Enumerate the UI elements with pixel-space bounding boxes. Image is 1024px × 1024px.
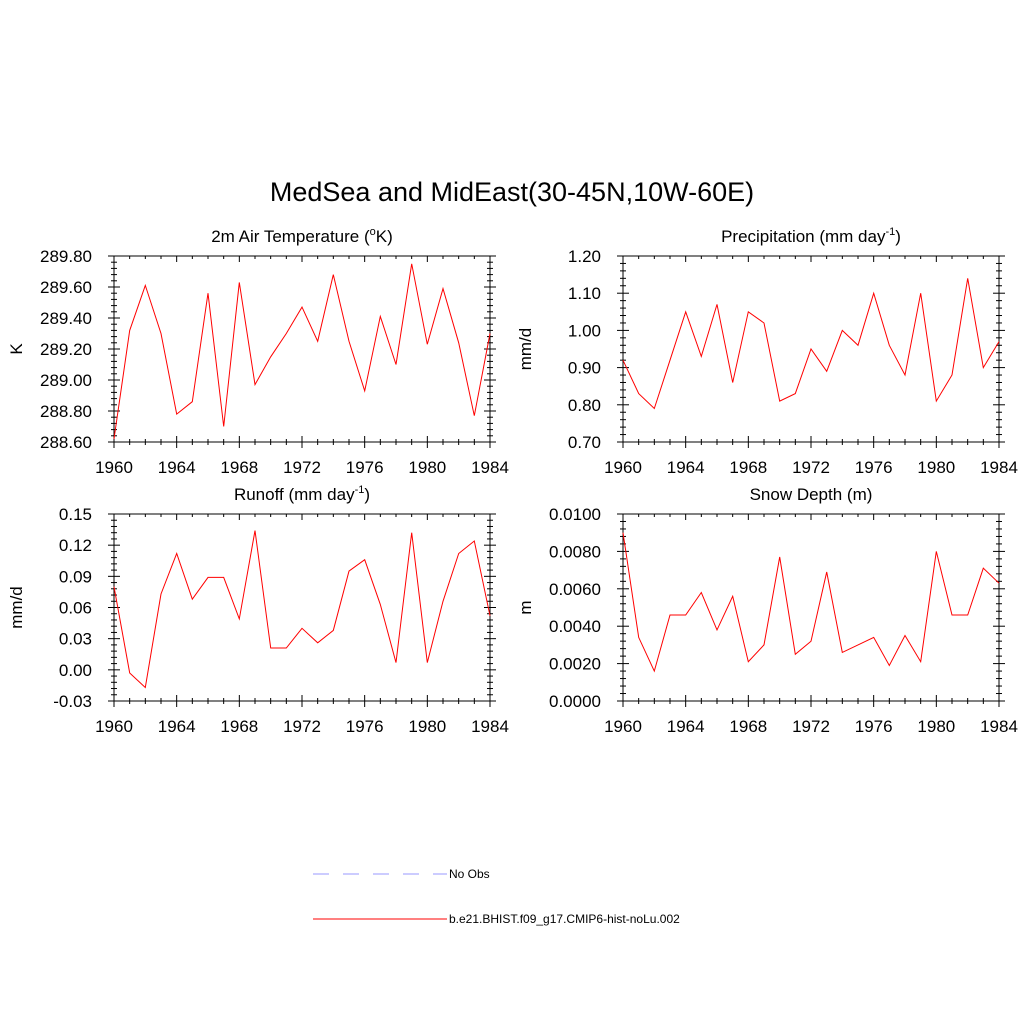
x-tick-label: 1972 [792, 458, 830, 477]
y-tick-label: 0.0060 [549, 580, 601, 599]
y-tick-label: 0.09 [59, 567, 92, 586]
x-tick-label: 1984 [980, 458, 1018, 477]
x-tick-label: 1968 [729, 458, 767, 477]
y-tick-label: 289.00 [40, 371, 92, 390]
x-tick-label: 1976 [855, 458, 893, 477]
plot-frame [113, 255, 491, 443]
y-tick-label: 0.70 [568, 433, 601, 452]
y-axis-label: m [516, 600, 535, 614]
y-tick-label: 1.10 [568, 284, 601, 303]
y-tick-label: 1.20 [568, 247, 601, 266]
y-tick-label: 0.0000 [549, 692, 601, 711]
x-tick-label: 1980 [917, 458, 955, 477]
y-tick-label: 288.60 [40, 433, 92, 452]
y-tick-label: 0.15 [59, 505, 92, 524]
figure-title: MedSea and MidEast(30-45N,10W-60E) [270, 177, 754, 207]
y-axis-label: K [7, 343, 26, 355]
x-tick-label: 1964 [158, 458, 196, 477]
x-tick-label: 1972 [792, 717, 830, 736]
x-tick-label: 1968 [220, 717, 258, 736]
panel-title: 2m Air Temperature (oK) [211, 226, 393, 246]
y-axis-label: mm/d [516, 328, 535, 371]
x-tick-label: 1976 [346, 717, 384, 736]
series-line [113, 530, 491, 689]
panels: 2m Air Temperature (oK) K 1960 1964 1968 1972… [7, 226, 1018, 736]
chart-panel-1: 2m Air Temperature (oK) K 1960 1964 1968 1972… [7, 226, 509, 477]
x-tick-label: 1968 [220, 458, 258, 477]
x-tick-label: 1964 [158, 717, 196, 736]
legend-label: No Obs [449, 867, 490, 881]
x-tick-label: 1976 [855, 717, 893, 736]
panel-title: Snow Depth (m) [750, 485, 873, 504]
x-tick-label: 1976 [346, 458, 384, 477]
series-line [622, 532, 1000, 673]
y-tick-label: 0.00 [59, 661, 92, 680]
legend-label: b.e21.BHIST.f09_g17.CMIP6-hist-noLu.002 [449, 912, 680, 926]
x-tick-label: 1980 [408, 717, 446, 736]
x-tick-label: 1972 [283, 717, 321, 736]
chart-panel-3: Runoff (mm day-1) mm/d 1960 1964 1968 1972 197… [7, 484, 509, 736]
y-tick-label: 0.0020 [549, 655, 601, 674]
x-tick-label: 1984 [471, 717, 509, 736]
y-tick-label: 288.80 [40, 402, 92, 421]
x-tick-label: 1968 [729, 717, 767, 736]
x-tick-label: 1960 [604, 717, 642, 736]
y-tick-label: 0.90 [568, 359, 601, 378]
y-tick-label: 0.0080 [549, 542, 601, 561]
plot-frame [622, 513, 1000, 702]
x-tick-label: 1980 [408, 458, 446, 477]
chart-panel-4: Snow Depth (m) m 1960 1964 1968 1972 1976 1980 1… [516, 485, 1018, 736]
y-tick-label: 0.80 [568, 396, 601, 415]
series-line [113, 263, 491, 439]
x-tick-label: 1984 [471, 458, 509, 477]
x-tick-label: 1960 [604, 458, 642, 477]
y-tick-label: 289.80 [40, 247, 92, 266]
legend-item: No Obs [313, 867, 490, 881]
x-tick-label: 1964 [667, 717, 705, 736]
legend-item: b.e21.BHIST.f09_g17.CMIP6-hist-noLu.002 [313, 912, 680, 926]
series-line [622, 278, 1000, 410]
x-tick-label: 1980 [917, 717, 955, 736]
x-tick-label: 1984 [980, 717, 1018, 736]
y-tick-label: 0.12 [59, 536, 92, 555]
x-tick-label: 1960 [95, 717, 133, 736]
x-tick-label: 1964 [667, 458, 705, 477]
y-tick-label: 0.03 [59, 630, 92, 649]
y-tick-label: 0.0040 [549, 617, 601, 636]
y-axis-label: mm/d [7, 586, 26, 629]
y-tick-label: 0.0100 [549, 505, 601, 524]
y-tick-label: 289.20 [40, 340, 92, 359]
y-tick-label: -0.03 [53, 692, 92, 711]
y-tick-label: 289.40 [40, 309, 92, 328]
x-tick-label: 1972 [283, 458, 321, 477]
x-tick-label: 1960 [95, 458, 133, 477]
y-tick-label: 0.06 [59, 599, 92, 618]
y-tick-label: 289.60 [40, 278, 92, 297]
panel-title: Runoff (mm day-1) [234, 484, 370, 504]
legend: No Obs b.e21.BHIST.f09_g17.CMIP6-hist-noL… [313, 867, 680, 926]
chart-panel-2: Precipitation (mm day-1) mm/d 1960 1964 1968… [516, 226, 1018, 477]
panel-title: Precipitation (mm day-1) [721, 226, 901, 246]
y-tick-label: 1.00 [568, 321, 601, 340]
plot-frame [113, 513, 491, 702]
